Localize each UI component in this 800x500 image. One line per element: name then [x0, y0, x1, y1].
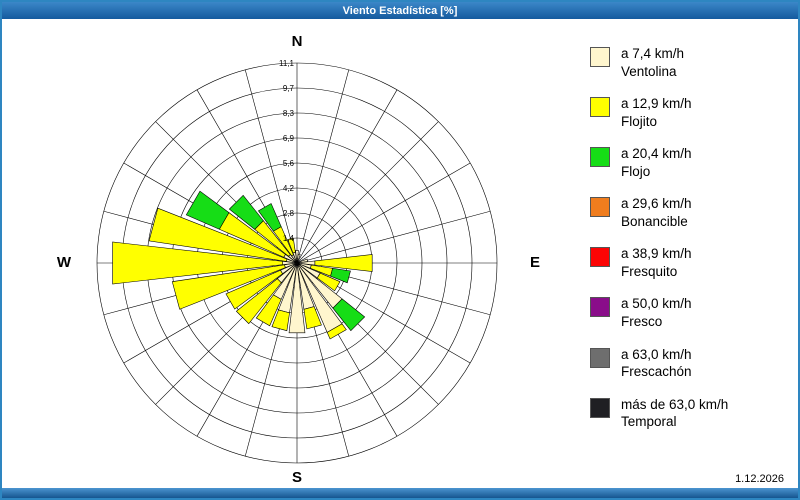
flojito-color-swatch [590, 97, 610, 118]
window-titlebar[interactable]: Viento Estadística [%] [2, 2, 798, 19]
radial-tick-label: 6,9 [283, 134, 295, 143]
legend-item-frescachon: a 63,0 km/h Frescachón [590, 346, 795, 381]
legend-speed: a 12,9 km/h [621, 96, 692, 112]
frescachon-color-swatch [590, 347, 610, 368]
bonancible-color-swatch [590, 197, 610, 218]
legend-speed: a 50,0 km/h [621, 296, 692, 312]
temporal-color-swatch [590, 397, 610, 418]
radial-tick-label: 11,1 [279, 59, 295, 68]
radial-tick-label: 4,2 [283, 184, 295, 193]
fresquito-color-swatch [590, 247, 610, 268]
fresco-color-swatch [590, 297, 610, 318]
wind-speed-legend: a 7,4 km/h Ventolina a 12,9 km/h Flojito… [590, 45, 795, 431]
legend-speed: a 7,4 km/h [621, 46, 685, 61]
legend-item-fresquito: a 38,9 km/h Fresquito [590, 245, 795, 280]
radial-tick-label: 9,7 [283, 84, 295, 93]
legend-name: Frescachón [621, 364, 692, 380]
wind-rose-chart: 1,4 2,8 4,2 5,6 6,9 8,3 9,7 11,1 [96, 59, 498, 464]
window-title: Viento Estadística [%] [342, 4, 458, 17]
radial-tick-label: 1,4 [283, 234, 295, 243]
radial-tick-label: 8,3 [283, 109, 295, 118]
legend-speed: a 20,4 km/h [621, 146, 692, 162]
radial-tick-label: 2,8 [283, 209, 295, 218]
date-label: 1.12.2026 [735, 473, 784, 485]
ventolina-color-swatch [590, 47, 610, 67]
compass-east-label: E [529, 254, 540, 271]
legend-item-temporal: más de 63,0 km/h Temporal [590, 396, 795, 431]
legend-name: Flojo [621, 163, 651, 179]
compass-south-label: S [291, 469, 302, 486]
legend-item-fresco: a 50,0 km/h Fresco [590, 295, 795, 330]
legend-item-flojito: a 12,9 km/h Flojito [590, 95, 795, 130]
window-bottom-bar [2, 488, 798, 498]
radial-tick-label: 5,6 [283, 159, 295, 168]
legend-speed: más de 63,0 km/h [621, 396, 729, 412]
legend-name: Bonancible [621, 213, 688, 229]
compass-west-label: W [56, 254, 72, 271]
legend-item-flojo: a 20,4 km/h Flojo [590, 145, 795, 180]
legend-name: Fresquito [621, 263, 678, 279]
legend-item-ventolina: a 7,4 km/h Ventolina [590, 45, 795, 80]
legend-name: Temporal [621, 414, 677, 430]
flojo-color-swatch [590, 147, 610, 168]
legend-speed: a 29,6 km/h [621, 196, 692, 212]
legend-speed: a 63,0 km/h [621, 346, 692, 362]
legend-speed: a 38,9 km/h [621, 246, 692, 262]
legend-name: Ventolina [621, 63, 677, 79]
legend-item-bonancible: a 29,6 km/h Bonancible [590, 195, 795, 230]
legend-name: Flojito [621, 113, 658, 129]
chart-area: 1,4 2,8 4,2 5,6 6,9 8,3 9,7 11,1 N E S W a 7,4 … [2, 19, 798, 488]
legend-name: Fresco [621, 314, 663, 330]
compass-north-label: N [291, 33, 303, 50]
